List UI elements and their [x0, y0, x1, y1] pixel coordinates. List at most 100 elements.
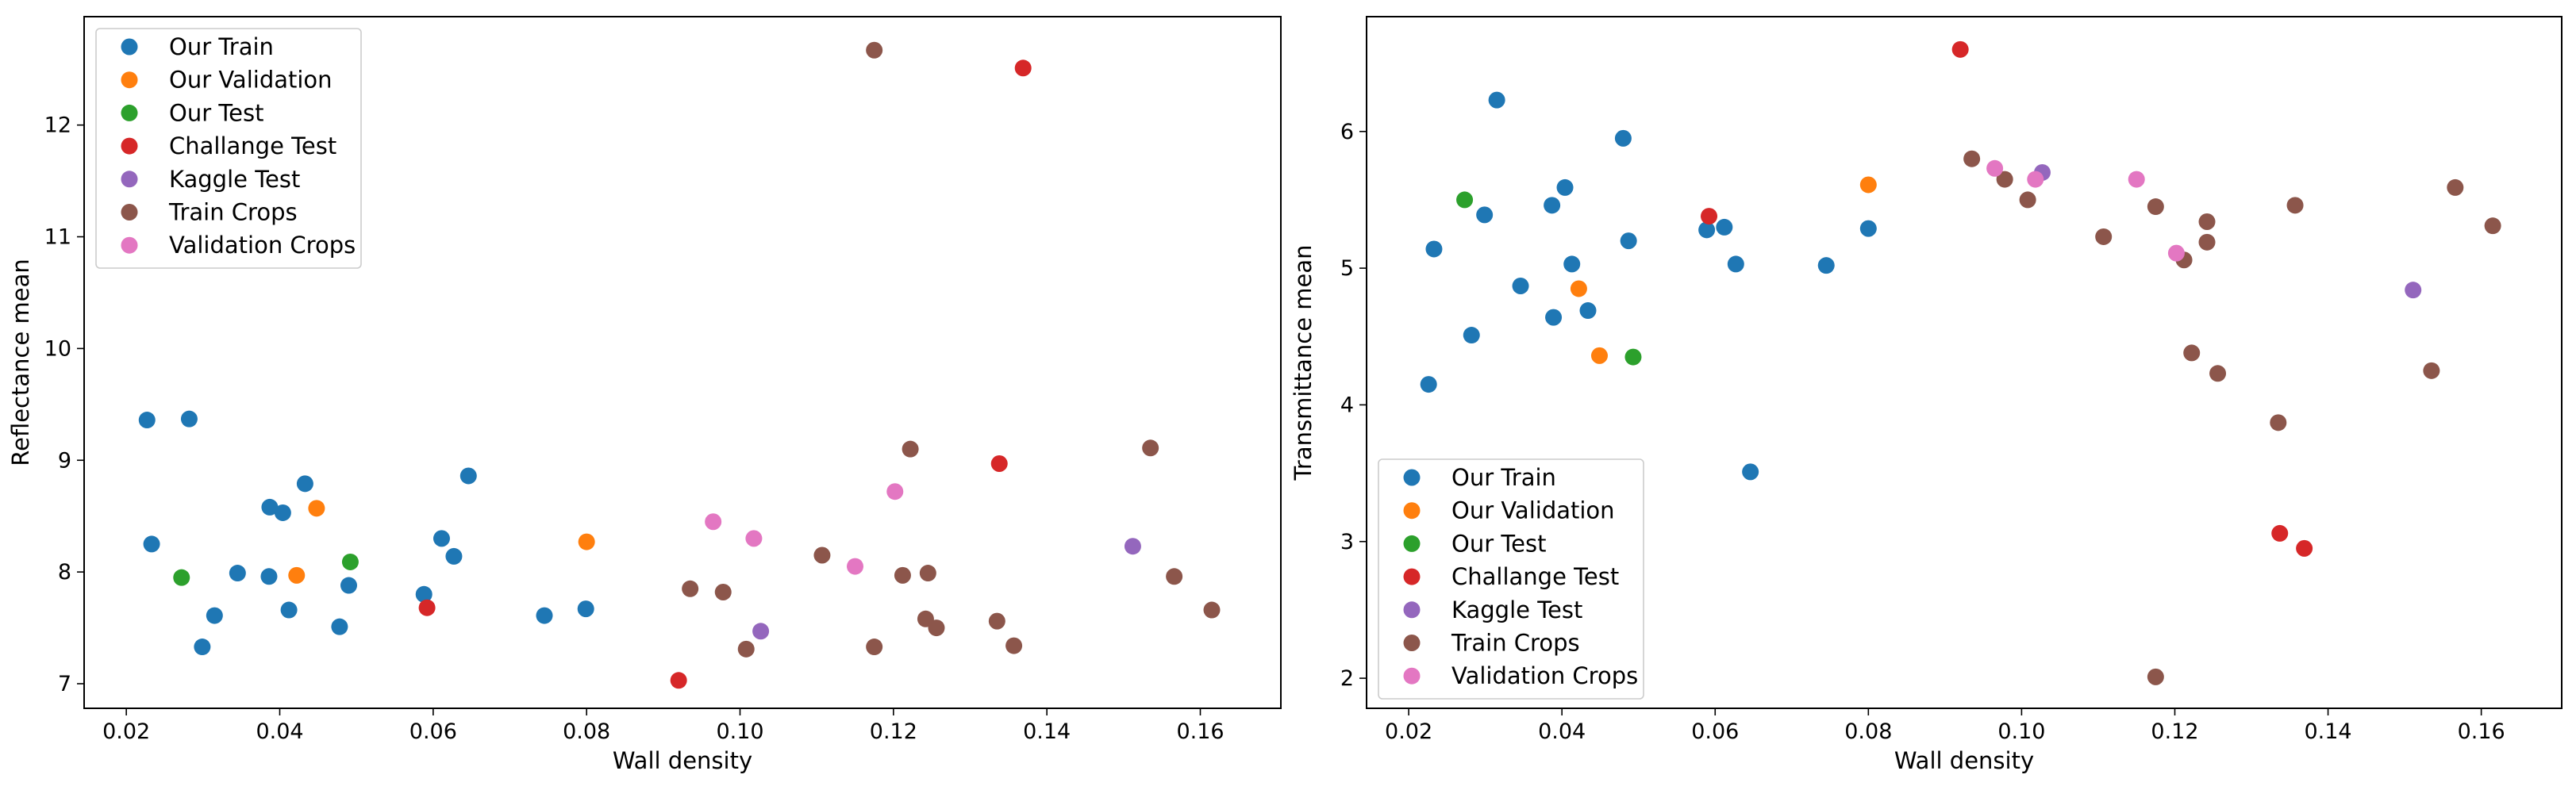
x-tick-label: 0.04: [256, 719, 303, 744]
legend-marker: [121, 137, 138, 155]
series-validation-crops: [1986, 159, 2185, 262]
data-point: [1996, 171, 2013, 188]
y-axis-label: Transmittance mean: [1290, 244, 1317, 481]
data-point: [1420, 376, 1437, 393]
data-point: [274, 504, 291, 521]
legend-label: Our Train: [1451, 464, 1556, 491]
x-tick-label: 0.08: [563, 719, 610, 744]
data-point: [1476, 206, 1494, 224]
data-point: [988, 612, 1005, 630]
data-point: [2027, 171, 2044, 188]
x-axis-label: Wall density: [1894, 747, 2034, 774]
legend-marker: [1403, 535, 1421, 552]
data-point: [2095, 228, 2113, 245]
data-point: [341, 553, 359, 570]
data-point: [1614, 129, 1632, 147]
legend-label: Challange Test: [1451, 563, 1619, 590]
legend-marker: [1403, 502, 1421, 520]
data-point: [902, 440, 919, 458]
legend-marker: [121, 71, 138, 89]
x-tick-label: 0.16: [1176, 719, 1224, 744]
data-point: [2198, 233, 2216, 251]
data-point: [2167, 244, 2185, 262]
series-our-train: [138, 410, 594, 656]
legend-marker: [1403, 469, 1421, 486]
data-point: [143, 535, 160, 553]
data-point: [2147, 668, 2164, 685]
data-point: [1563, 255, 1581, 273]
y-tick-label: 2: [1340, 666, 1354, 691]
data-point: [2019, 191, 2036, 209]
legend-marker: [1403, 635, 1421, 651]
data-point: [847, 558, 863, 575]
data-point: [737, 640, 755, 658]
data-point: [1859, 176, 1877, 194]
series-our-test: [173, 553, 359, 586]
data-point: [1456, 191, 1474, 209]
data-point: [1014, 59, 1032, 77]
data-point: [2286, 197, 2304, 214]
series-our-validation: [1570, 176, 1877, 364]
legend-box: [95, 28, 362, 269]
axes-frame: [83, 16, 1282, 709]
legend-label: Our Validation: [1451, 497, 1615, 524]
legend-box: [1378, 458, 1644, 700]
data-point: [2128, 171, 2145, 188]
data-point: [1620, 232, 1637, 250]
data-point: [1463, 327, 1480, 344]
x-axis-label: Wall density: [613, 747, 752, 774]
data-point: [1590, 347, 1608, 364]
y-tick-label: 6: [1340, 120, 1354, 144]
data-point: [1963, 150, 1981, 167]
data-point: [1005, 637, 1023, 654]
series-our-validation: [288, 500, 595, 584]
data-point: [2209, 365, 2227, 382]
legend-label: Kaggle Test: [169, 166, 300, 193]
legend-marker: [1403, 601, 1421, 619]
x-tick-label: 0.02: [1385, 719, 1432, 744]
legend-label: Kaggle Test: [1451, 596, 1582, 623]
legend-label: Challange Test: [169, 132, 336, 159]
data-point: [1727, 255, 1744, 273]
series-our-train: [1420, 91, 1877, 481]
legend-marker: [121, 236, 138, 254]
data-point: [2447, 178, 2464, 196]
data-point: [1701, 208, 1718, 225]
data-point: [1512, 277, 1529, 294]
chart-panel-1: 0.02 0.04 0.06 0.08 0.10 0.12 0.14 0.16 7 8 9 10 11 1…: [7, 16, 1282, 774]
data-point: [886, 483, 904, 500]
data-point: [2271, 524, 2289, 542]
data-point: [990, 454, 1008, 472]
legend: Our Train Our Validation Our Test Challange…: [95, 28, 362, 269]
data-point: [1556, 178, 1574, 196]
data-point: [1124, 538, 1141, 555]
data-point: [1986, 159, 2004, 177]
data-point: [229, 565, 246, 582]
data-point: [813, 546, 831, 564]
data-point: [670, 672, 687, 689]
data-point: [1545, 309, 1563, 326]
data-point: [2405, 282, 2422, 299]
legend-label: Train Crops: [1451, 630, 1580, 657]
data-point: [2484, 217, 2501, 235]
data-point: [1624, 348, 1642, 366]
legend-label: Our Validation: [169, 67, 333, 94]
x-tick-label: 0.12: [2151, 719, 2198, 744]
data-point: [752, 623, 770, 640]
data-point: [308, 500, 325, 517]
data-point: [1166, 568, 1183, 585]
data-point: [1817, 257, 1835, 274]
data-point: [705, 513, 722, 531]
data-point: [1544, 197, 1561, 214]
data-point: [261, 498, 279, 516]
data-point: [1742, 463, 1759, 481]
legend-label: Our Test: [1451, 530, 1546, 557]
data-point: [577, 600, 594, 618]
legend-label: Our Test: [169, 99, 263, 126]
x-tick-label: 0.04: [1538, 719, 1586, 744]
y-tick-label: 12: [44, 113, 71, 138]
data-point: [445, 547, 463, 565]
data-point: [415, 585, 433, 603]
data-point: [260, 568, 278, 585]
